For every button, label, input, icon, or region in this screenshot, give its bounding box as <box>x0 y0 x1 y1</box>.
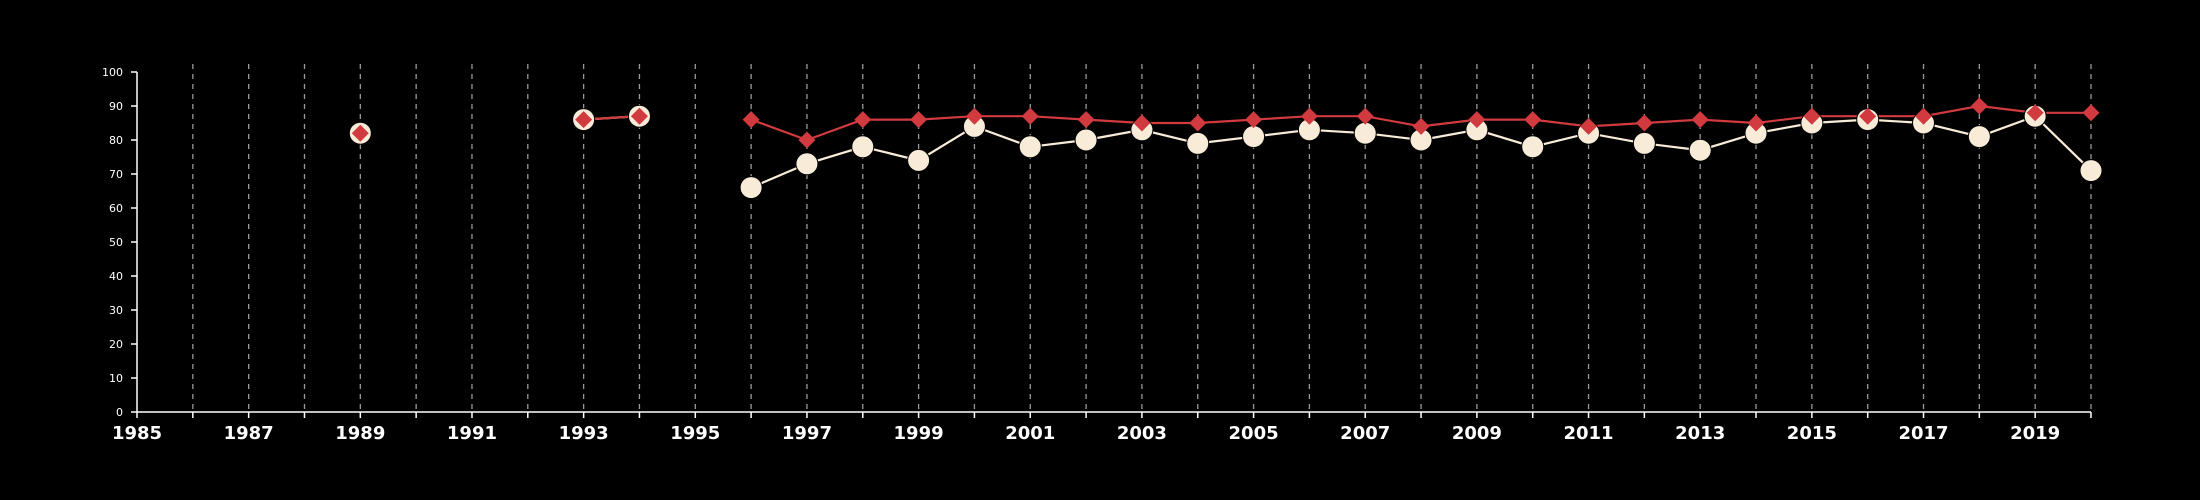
x-tick-label: 1999 <box>894 423 944 444</box>
data-point-circle <box>1632 131 1656 155</box>
data-point-diamond <box>1133 114 1151 132</box>
data-point-diamond <box>965 107 983 125</box>
x-tick-label: 1985 <box>112 423 162 444</box>
data-point-diamond <box>1077 111 1095 129</box>
data-point-diamond <box>1021 107 1039 125</box>
x-tick-label: 2013 <box>1675 423 1725 444</box>
x-tick-label: 2009 <box>1452 423 1502 444</box>
series <box>348 97 2103 200</box>
data-point-circle <box>1074 128 1098 152</box>
data-point-diamond <box>575 111 593 129</box>
grid-lines <box>192 64 2092 412</box>
data-point-diamond <box>742 111 760 129</box>
y-tick-label: 90 <box>109 100 123 113</box>
x-tick-label: 1995 <box>670 423 720 444</box>
y-tick-label: 50 <box>109 236 123 249</box>
data-point-diamond <box>1635 114 1653 132</box>
data-point-circle <box>1353 121 1377 145</box>
data-point-diamond <box>1691 111 1709 129</box>
data-point-diamond <box>1300 107 1318 125</box>
data-point-diamond <box>1468 111 1486 129</box>
x-tick-label: 1991 <box>447 423 497 444</box>
y-tick-label: 10 <box>109 372 123 385</box>
y-tick-label: 100 <box>102 66 123 79</box>
data-point-circle <box>739 176 763 200</box>
axes: 0 10 20 30 40 50 60 70 80 90 100 1985 1987 1989 1991 19… <box>102 66 2092 444</box>
x-tick-label: 2019 <box>2010 423 2060 444</box>
data-point-diamond <box>1189 114 1207 132</box>
y-tick-label: 40 <box>109 270 123 283</box>
x-tick-label: 1993 <box>559 423 609 444</box>
data-point-diamond <box>1747 114 1765 132</box>
data-point-circle <box>1018 135 1042 159</box>
data-point-circle <box>1688 138 1712 162</box>
y-tick-label: 80 <box>109 134 123 147</box>
data-point-circle <box>1186 131 1210 155</box>
data-point-diamond <box>1356 107 1374 125</box>
data-point-diamond <box>351 124 369 142</box>
data-point-diamond <box>1245 111 1263 129</box>
data-point-diamond <box>910 111 928 129</box>
x-tick-label: 2015 <box>1787 423 1837 444</box>
data-point-diamond <box>1524 111 1542 129</box>
data-point-diamond <box>1915 107 1933 125</box>
data-point-diamond <box>2026 104 2044 122</box>
x-tick-label: 1989 <box>335 423 385 444</box>
data-point-diamond <box>2082 104 2100 122</box>
y-tick-label: 0 <box>116 406 123 419</box>
data-point-diamond <box>1970 97 1988 115</box>
y-tick-label: 30 <box>109 304 123 317</box>
data-point-circle <box>2079 159 2103 183</box>
data-point-diamond <box>854 111 872 129</box>
x-tick-label: 2001 <box>1005 423 1055 444</box>
x-tick-label: 1987 <box>224 423 274 444</box>
x-tick-label: 2017 <box>1898 423 1948 444</box>
data-point-circle <box>907 148 931 172</box>
data-point-diamond <box>1859 107 1877 125</box>
data-point-circle <box>1967 125 1991 149</box>
data-point-diamond <box>630 107 648 125</box>
x-tick-label: 2011 <box>1563 423 1613 444</box>
data-point-diamond <box>1803 107 1821 125</box>
x-tick-label: 1997 <box>782 423 832 444</box>
data-point-diamond <box>1580 117 1598 135</box>
y-tick-label: 60 <box>109 202 123 215</box>
x-tick-label: 2003 <box>1117 423 1167 444</box>
data-point-circle <box>851 135 875 159</box>
y-tick-label: 70 <box>109 168 123 181</box>
data-point-circle <box>1242 125 1266 149</box>
x-tick-label: 2007 <box>1340 423 1390 444</box>
data-point-circle <box>795 152 819 176</box>
y-tick-label: 20 <box>109 338 123 351</box>
data-point-circle <box>1521 135 1545 159</box>
data-point-diamond <box>1412 117 1430 135</box>
data-point-diamond <box>798 131 816 149</box>
x-tick-label: 2005 <box>1229 423 1279 444</box>
